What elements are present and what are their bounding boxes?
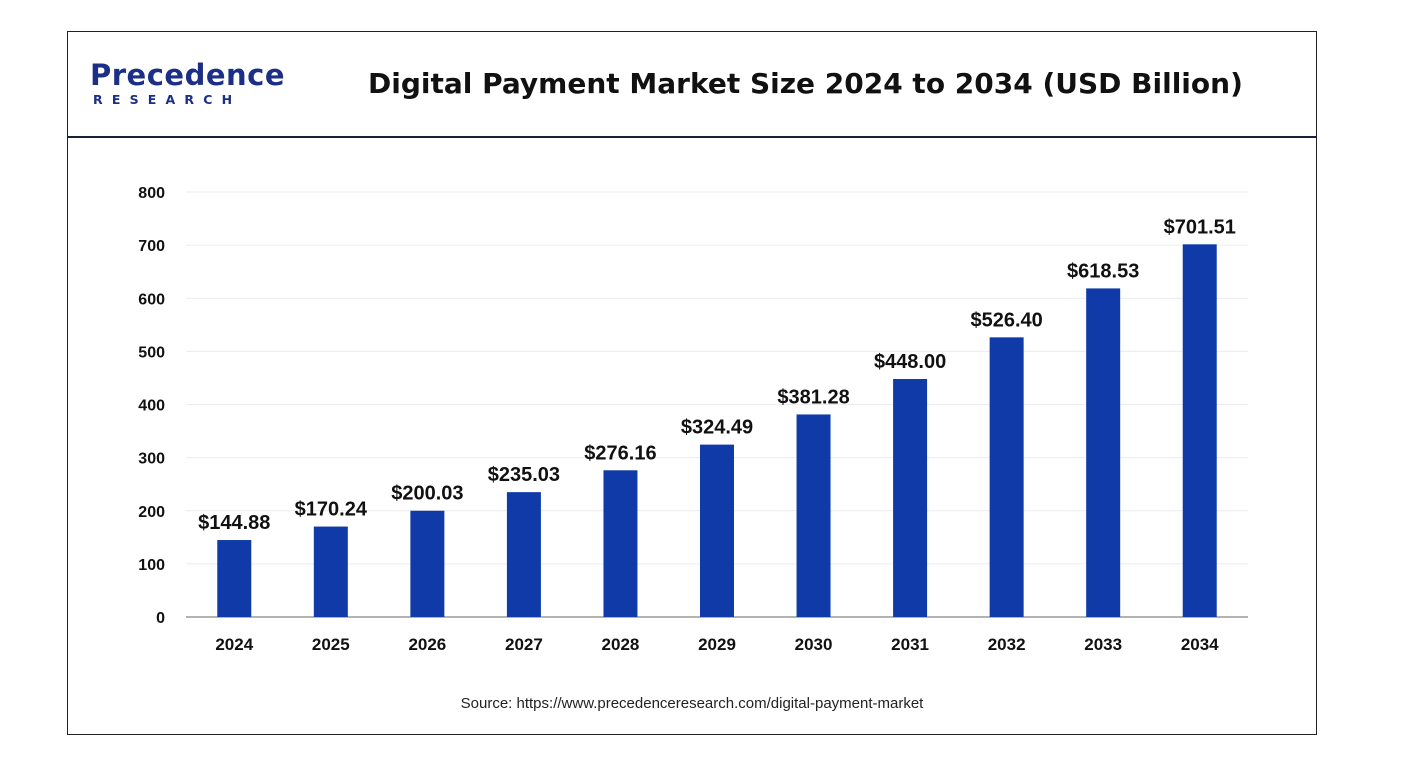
header: Precedence RESEARCH Digital Payment Mark… [68, 32, 1316, 138]
brand-logo: Precedence RESEARCH [90, 58, 285, 114]
y-tick-label: 700 [138, 238, 165, 255]
logo-subtitle: RESEARCH [93, 92, 242, 107]
data-label: $618.53 [1067, 260, 1139, 282]
chart-title: Digital Payment Market Size 2024 to 2034… [368, 67, 1243, 100]
x-tick-label: 2025 [312, 635, 350, 654]
bar [603, 470, 638, 617]
x-tick-label: 2026 [408, 635, 446, 654]
data-label: $200.03 [391, 483, 463, 505]
y-tick-label: 600 [138, 291, 165, 308]
data-label: $276.16 [584, 442, 656, 464]
data-label: $701.51 [1164, 216, 1236, 238]
x-tick-label: 2031 [891, 635, 929, 654]
y-tick-label: 0 [156, 610, 165, 627]
x-tick-label: 2028 [602, 635, 640, 654]
bar [989, 337, 1024, 617]
data-label: $448.00 [874, 351, 946, 373]
x-tick-label: 2032 [988, 635, 1026, 654]
bar [410, 510, 445, 617]
x-tick-label: 2034 [1181, 635, 1219, 654]
x-tick-label: 2033 [1084, 635, 1122, 654]
chart-frame: Precedence RESEARCH Digital Payment Mark… [67, 31, 1317, 735]
x-tick-label: 2024 [215, 635, 253, 654]
data-label: $381.28 [777, 386, 849, 408]
data-label: $324.49 [681, 417, 753, 439]
y-tick-label: 500 [138, 344, 165, 361]
y-tick-label: 400 [138, 398, 165, 415]
bar [796, 414, 831, 617]
x-tick-label: 2029 [698, 635, 736, 654]
bar [313, 526, 348, 617]
bar [506, 492, 541, 617]
data-label: $144.88 [198, 512, 270, 534]
x-tick-label: 2027 [505, 635, 543, 654]
x-tick-label: 2030 [795, 635, 833, 654]
y-tick-label: 100 [138, 557, 165, 574]
y-tick-label: 300 [138, 451, 165, 468]
source-note: Source: https://www.precedenceresearch.c… [460, 695, 924, 712]
data-label: $170.24 [295, 499, 368, 521]
data-label: $526.40 [970, 309, 1042, 331]
bar [700, 444, 734, 617]
bar [1182, 244, 1217, 617]
bar [893, 379, 928, 617]
y-tick-label: 200 [138, 504, 165, 521]
bar-chart: 0 100 200 300 400 500 600 700 800 $144.88 2024 $170… [138, 185, 1248, 654]
y-tick-label: 800 [138, 185, 165, 202]
bar [1086, 288, 1121, 617]
logo-wordmark: Precedence [90, 58, 286, 92]
data-label: $235.03 [488, 464, 560, 486]
bar [217, 540, 252, 617]
